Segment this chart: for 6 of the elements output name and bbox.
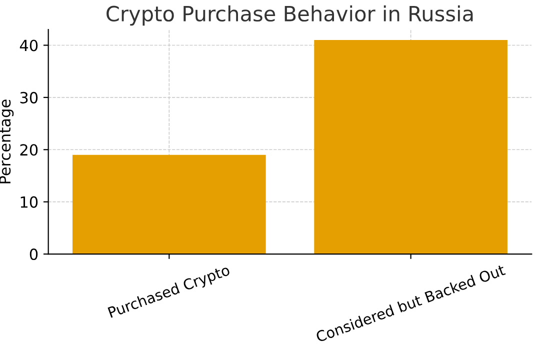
- chart-title: Crypto Purchase Behavior in Russia: [106, 5, 473, 26]
- y-tick-label: 20: [20, 144, 38, 156]
- y-tick-label: 40: [20, 40, 38, 52]
- y-tick-label: 0: [30, 248, 38, 260]
- y-tick-label: 10: [20, 196, 38, 208]
- y-tick-label: 30: [20, 92, 38, 104]
